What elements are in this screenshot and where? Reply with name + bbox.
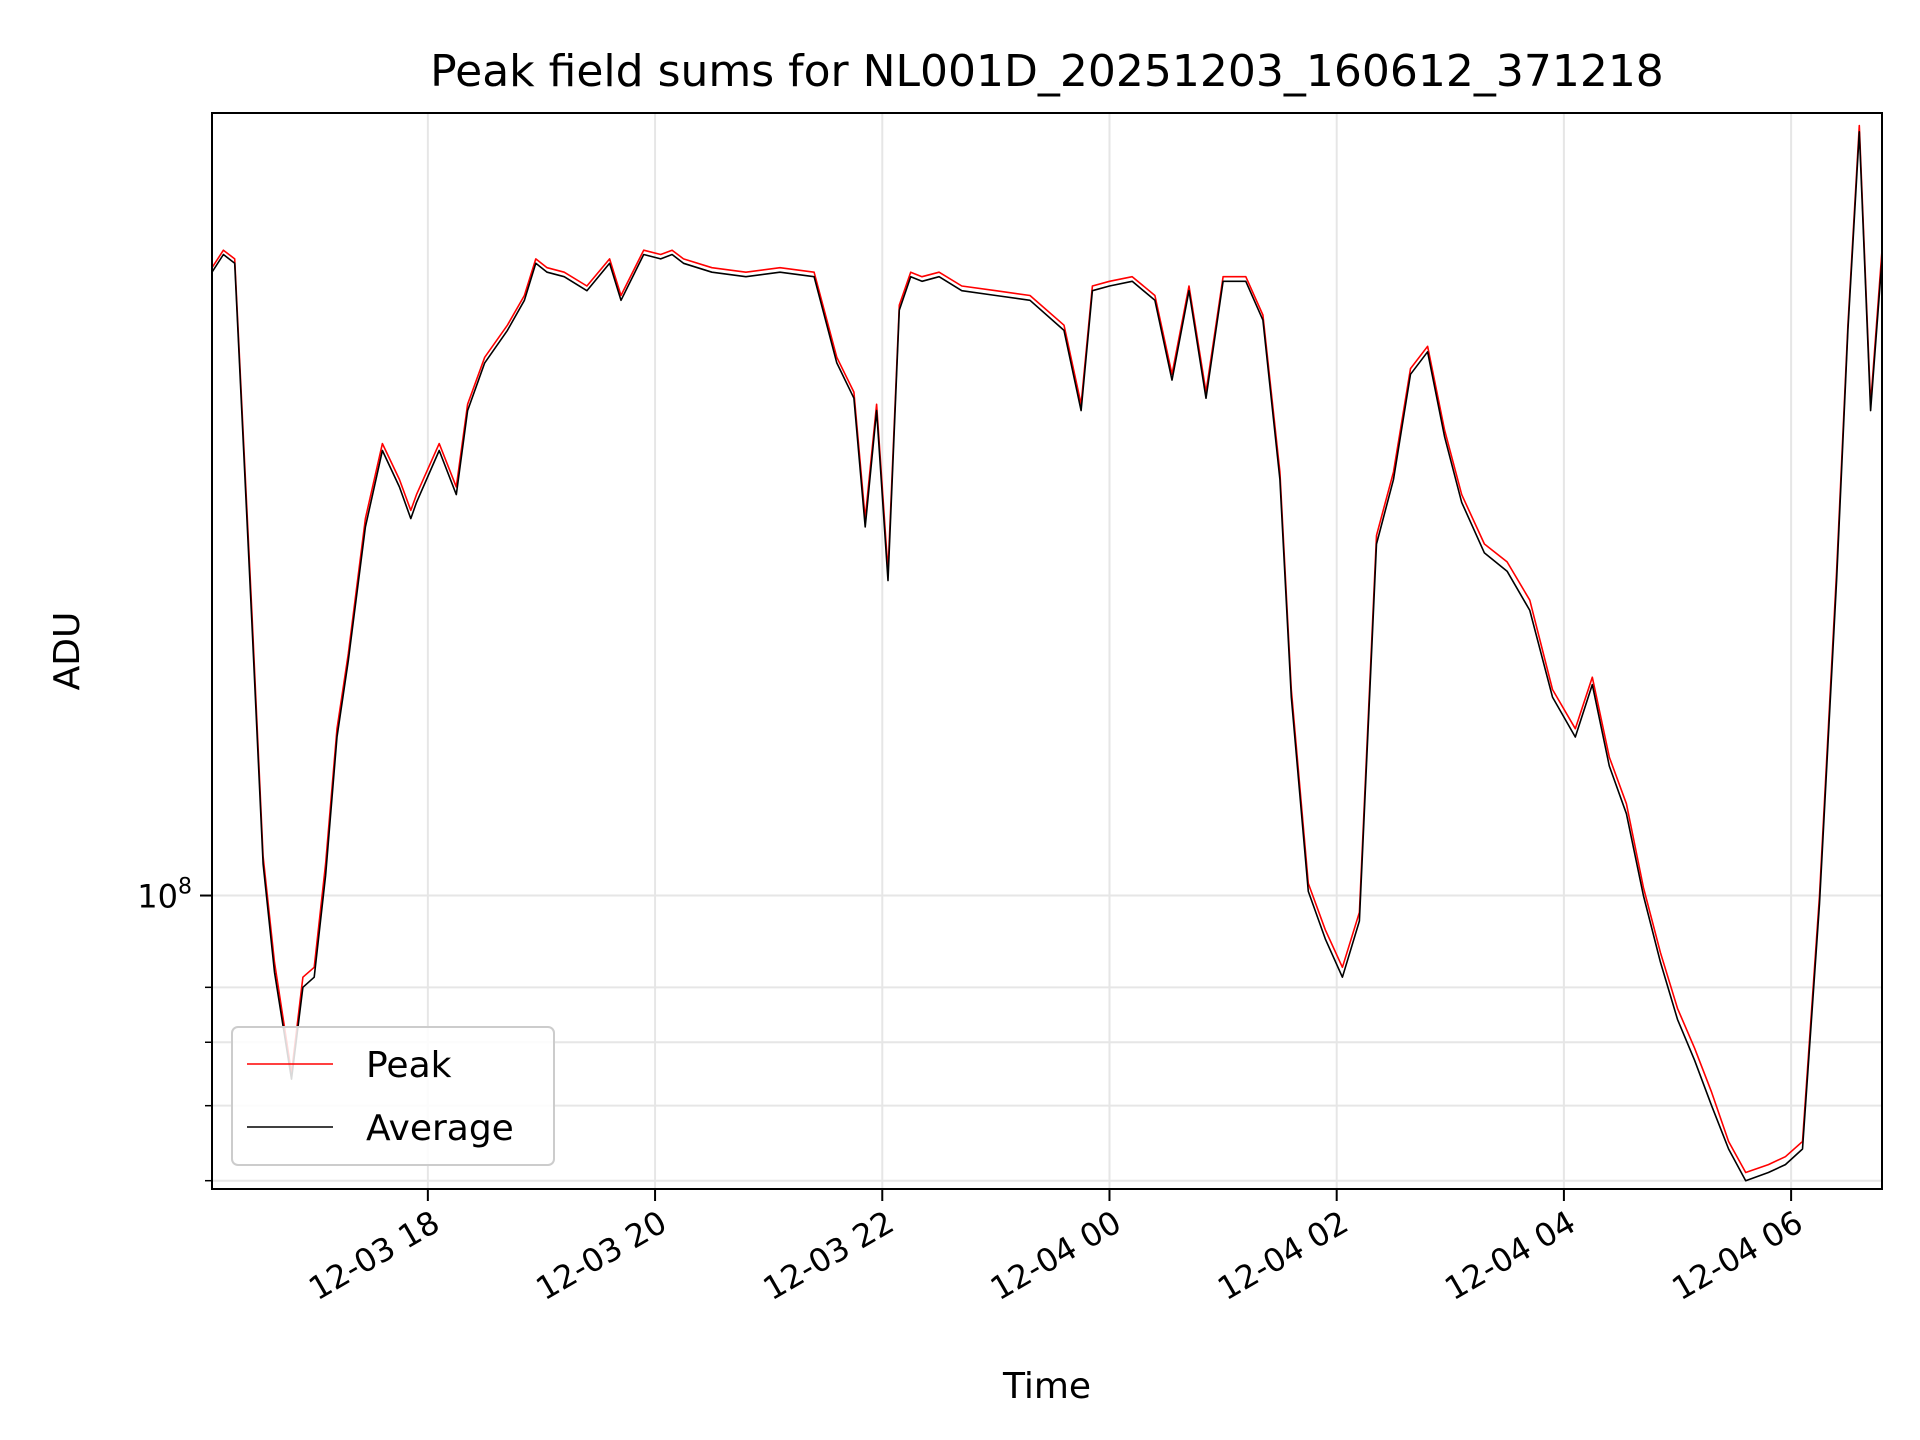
series-line-average <box>211 131 1883 1182</box>
series-layer <box>211 124 1883 1182</box>
legend-box <box>231 1026 555 1166</box>
chart-title: Peak field sums for NL001D_20251203_1606… <box>430 46 1664 97</box>
legend-label-peak: Peak <box>366 1045 452 1086</box>
plot-frame <box>211 112 1883 1190</box>
series-line-peak <box>211 124 1883 1174</box>
y-tick-label: 108 <box>137 875 192 916</box>
legend-label-average: Average <box>366 1108 514 1149</box>
x-axis-label: Time <box>1002 1366 1091 1407</box>
legend: Peak Average <box>231 1026 555 1166</box>
y-axis-label: ADU <box>47 612 88 691</box>
